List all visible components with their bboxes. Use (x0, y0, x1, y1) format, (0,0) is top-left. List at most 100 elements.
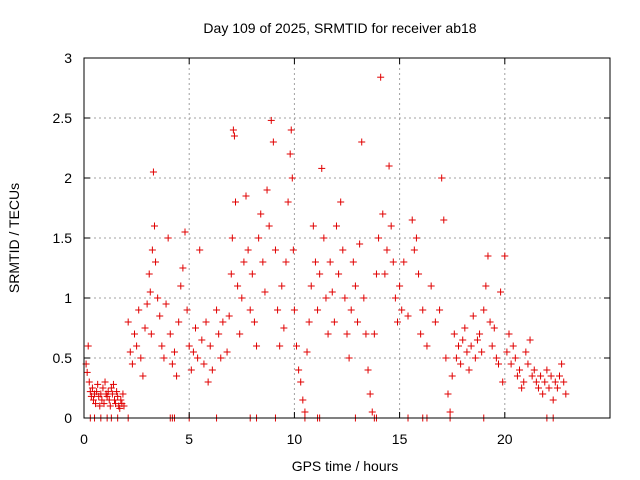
data-point (208, 366, 216, 374)
data-point (518, 384, 526, 392)
data-point (108, 390, 116, 398)
data-point (476, 330, 484, 338)
data-point (551, 378, 559, 386)
data-point (556, 372, 564, 380)
data-point (100, 400, 108, 408)
data-point (213, 306, 221, 314)
data-point (368, 408, 376, 416)
data-point (362, 330, 370, 338)
data-point (179, 264, 187, 272)
data-point (225, 312, 233, 320)
data-point (227, 270, 235, 278)
x-tick-label: 0 (80, 431, 88, 447)
data-point (301, 408, 309, 416)
data-point (415, 270, 423, 278)
data-point (347, 306, 355, 314)
data-point (316, 270, 324, 278)
y-tick-label: 0 (64, 410, 72, 426)
data-point (297, 378, 305, 386)
data-point (150, 222, 158, 230)
y-tick-label: 2 (64, 170, 72, 186)
data-point (322, 294, 330, 302)
data-point (278, 282, 286, 290)
data-point (200, 360, 208, 368)
data-point (440, 216, 448, 224)
data-point (120, 402, 128, 410)
data-point (107, 384, 115, 392)
x-tick-label: 5 (185, 431, 193, 447)
data-point (410, 246, 418, 254)
data-point (93, 388, 101, 396)
data-point (534, 384, 542, 392)
data-point (494, 360, 502, 368)
x-tick-label: 20 (497, 431, 513, 447)
data-point (288, 174, 296, 182)
data-point (545, 384, 553, 392)
data-point (324, 330, 332, 338)
data-point (156, 312, 164, 320)
data-point (509, 342, 517, 350)
data-point (490, 324, 498, 332)
data-point (385, 162, 393, 170)
data-point (164, 234, 172, 242)
data-point (265, 222, 273, 230)
data-point (497, 288, 505, 296)
data-point (482, 282, 490, 290)
data-point (124, 318, 132, 326)
data-point (528, 372, 536, 380)
data-point (145, 270, 153, 278)
data-point (130, 330, 138, 338)
data-point (530, 366, 538, 374)
data-point (83, 368, 91, 376)
data-point (103, 392, 111, 400)
data-point (400, 258, 408, 266)
data-point (154, 294, 162, 302)
data-point (431, 318, 439, 326)
data-point (328, 288, 336, 296)
data-point (526, 336, 534, 344)
data-point (446, 408, 454, 416)
data-point (166, 330, 174, 338)
data-point (137, 354, 145, 362)
data-point (104, 388, 112, 396)
data-point (229, 126, 237, 134)
data-point (465, 366, 473, 374)
data-point (450, 330, 458, 338)
data-point (192, 324, 200, 332)
data-point (146, 288, 154, 296)
x-tick-label: 10 (287, 431, 303, 447)
data-point (330, 318, 338, 326)
x-tick-label: 15 (392, 431, 408, 447)
data-point (562, 390, 570, 398)
data-point (94, 380, 102, 388)
data-point (119, 390, 127, 398)
data-point (86, 388, 94, 396)
data-point (299, 396, 307, 404)
data-point (135, 306, 143, 314)
data-point (455, 342, 463, 350)
data-point (158, 342, 166, 350)
data-point (539, 390, 547, 398)
data-point (377, 73, 385, 81)
data-point (148, 246, 156, 254)
data-point (335, 270, 343, 278)
data-point (274, 306, 282, 314)
data-point (238, 294, 246, 302)
data-point (269, 138, 277, 146)
data-point (366, 390, 374, 398)
data-point (381, 270, 389, 278)
data-point (558, 360, 566, 368)
data-point (240, 258, 248, 266)
data-point (341, 294, 349, 302)
y-tick-label: 1.5 (53, 230, 73, 246)
data-point (276, 342, 284, 350)
data-point (196, 246, 204, 254)
data-point (480, 306, 488, 314)
y-tick-label: 2.5 (53, 110, 73, 126)
data-point (436, 306, 444, 314)
data-point (423, 342, 431, 350)
data-point (417, 330, 425, 338)
data-point (99, 384, 107, 392)
data-point (231, 198, 239, 206)
